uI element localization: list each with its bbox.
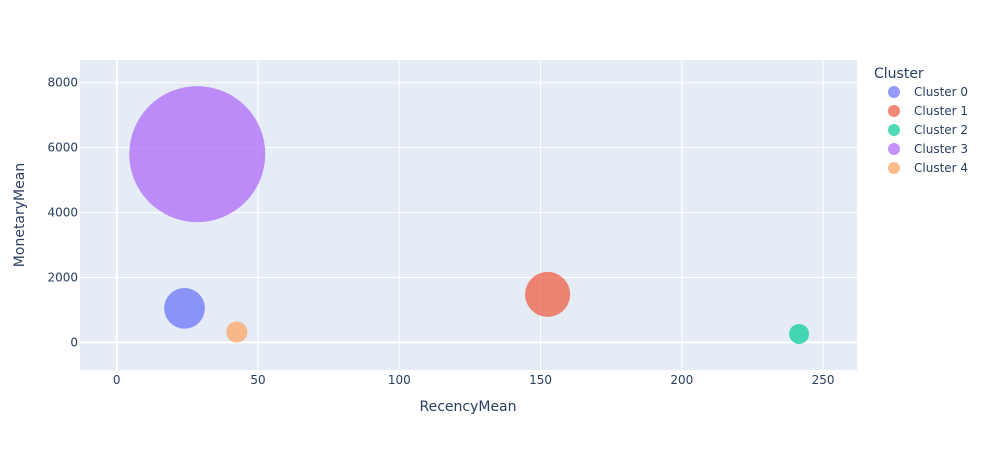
bubble-cluster-3[interactable] bbox=[129, 86, 266, 223]
x-tick-label: 100 bbox=[388, 373, 411, 387]
legend-label-cluster-4[interactable]: Cluster 4 bbox=[914, 161, 968, 175]
y-tick-label: 0 bbox=[70, 335, 78, 349]
bubble-cluster-1[interactable] bbox=[525, 271, 571, 317]
legend-marker-cluster-2[interactable] bbox=[888, 124, 900, 136]
bubble-cluster-2[interactable] bbox=[789, 323, 810, 344]
legend-label-cluster-3[interactable]: Cluster 3 bbox=[914, 142, 968, 156]
legend-marker-cluster-1[interactable] bbox=[888, 105, 900, 117]
legend-marker-cluster-0[interactable] bbox=[888, 86, 900, 98]
x-tick-label: 0 bbox=[113, 373, 121, 387]
x-axis-ticks: 0 50 100 150 200 250 bbox=[113, 373, 835, 387]
x-tick-label: 200 bbox=[670, 373, 693, 387]
legend-label-cluster-1[interactable]: Cluster 1 bbox=[914, 104, 968, 118]
bubble-cluster-4[interactable] bbox=[226, 321, 248, 343]
bubbles bbox=[129, 86, 810, 344]
y-tick-label: 2000 bbox=[47, 270, 78, 284]
y-tick-label: 4000 bbox=[47, 206, 78, 220]
x-tick-label: 50 bbox=[250, 373, 265, 387]
y-tick-label: 6000 bbox=[47, 141, 78, 155]
legend-marker-cluster-4[interactable] bbox=[888, 162, 900, 174]
bubble-cluster-0[interactable] bbox=[164, 287, 205, 329]
legend-label-cluster-2[interactable]: Cluster 2 bbox=[914, 123, 968, 137]
legend-title: Cluster bbox=[874, 66, 924, 82]
x-axis-title: RecencyMean bbox=[419, 399, 516, 415]
x-tick-label: 150 bbox=[529, 373, 552, 387]
legend-marker-cluster-3[interactable] bbox=[888, 143, 900, 155]
y-axis-ticks: 0 2000 4000 6000 8000 bbox=[47, 76, 78, 350]
y-tick-label: 8000 bbox=[47, 76, 78, 90]
x-tick-label: 250 bbox=[812, 373, 835, 387]
legend: Cluster Cluster 0 Cluster 1 Cluster 2 Clust… bbox=[874, 66, 968, 175]
legend-label-cluster-0[interactable]: Cluster 0 bbox=[914, 85, 968, 99]
y-axis-title: MonetaryMean bbox=[12, 163, 28, 267]
